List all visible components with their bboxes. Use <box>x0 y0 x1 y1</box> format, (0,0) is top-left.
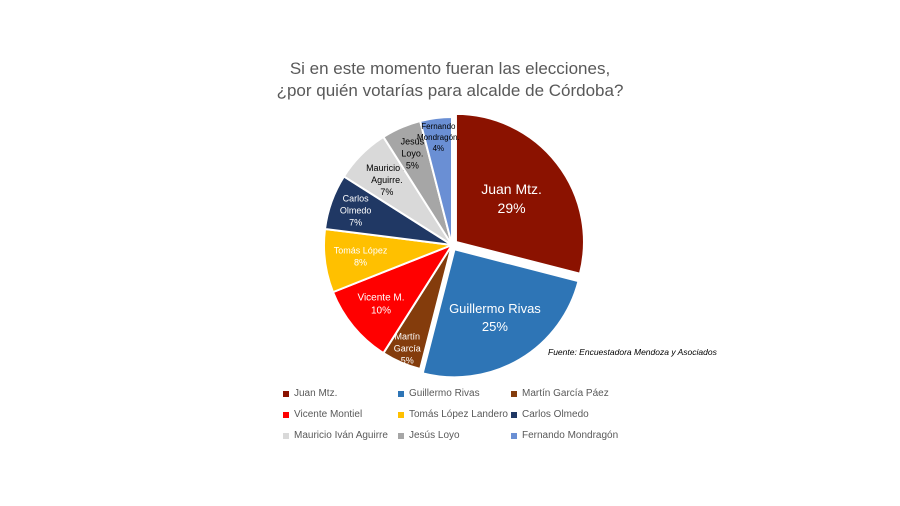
pie-slice <box>421 248 580 379</box>
slice-data-label: Martín García 5% <box>394 332 421 366</box>
legend-item: Mauricio Iván Aguirre <box>283 430 388 441</box>
legend-item: Vicente Montiel <box>283 409 362 420</box>
slice-data-label: Fernando Mondragón. 4% <box>417 122 460 153</box>
legend-item: Carlos Olmedo <box>511 409 589 420</box>
legend-label: Guillermo Rivas <box>409 388 480 399</box>
legend-label: Carlos Olmedo <box>522 409 589 420</box>
legend-item: Jesús Loyo <box>398 430 460 441</box>
legend-item: Tomás López Landero <box>398 409 508 420</box>
pie-slice <box>331 242 455 355</box>
legend-swatch <box>398 432 404 439</box>
legend-label: Tomás López Landero <box>409 409 508 420</box>
legend-label: Jesús Loyo <box>409 430 460 441</box>
chart-title-line-1: Si en este momento fueran las elecciones… <box>289 59 611 78</box>
legend-swatch <box>283 432 289 439</box>
slice-data-label: Mauricio I. Aguirre. 7% <box>366 163 408 197</box>
legend-swatch <box>398 411 404 418</box>
slice-data-label: Juan Mtz. 29% <box>481 181 542 216</box>
legend-label: Martín García Páez <box>522 388 609 399</box>
legend-swatch <box>511 411 517 418</box>
chart-title-line-2: ¿por quién votarías para alcalde de Córd… <box>276 81 624 100</box>
legend-label: Juan Mtz. <box>294 388 338 399</box>
pie-slice <box>418 115 453 246</box>
legend-swatch <box>511 432 517 439</box>
legend-swatch <box>398 390 404 397</box>
slice-data-label: Jesús Loyo. 5% <box>401 137 425 171</box>
legend-swatch <box>283 390 289 397</box>
source-note: Fuente: Encuestadora Mendoza y Asociados <box>548 347 717 357</box>
legend-label: Vicente Montiel <box>294 409 363 420</box>
pie-slice <box>454 112 585 275</box>
legend-swatch <box>511 390 517 397</box>
legend-item: Fernando Mondragón <box>511 430 618 441</box>
legend-swatch <box>283 411 289 418</box>
slice-data-label: Vicente M. 10% <box>357 293 404 317</box>
slice-data-label: Tomás López 8% <box>334 246 388 268</box>
slice-data-label: Guillermo Rivas 25% <box>449 301 541 334</box>
legend-item: Martín García Páez <box>511 388 609 399</box>
legend-item: Guillermo Rivas <box>398 388 480 399</box>
legend-label: Mauricio Iván Aguirre <box>294 430 388 441</box>
legend-label: Fernando Mondragón <box>522 430 619 441</box>
slice-data-label: Carlos Olmedo 7% <box>340 193 372 227</box>
legend-item: Juan Mtz. <box>283 388 337 399</box>
